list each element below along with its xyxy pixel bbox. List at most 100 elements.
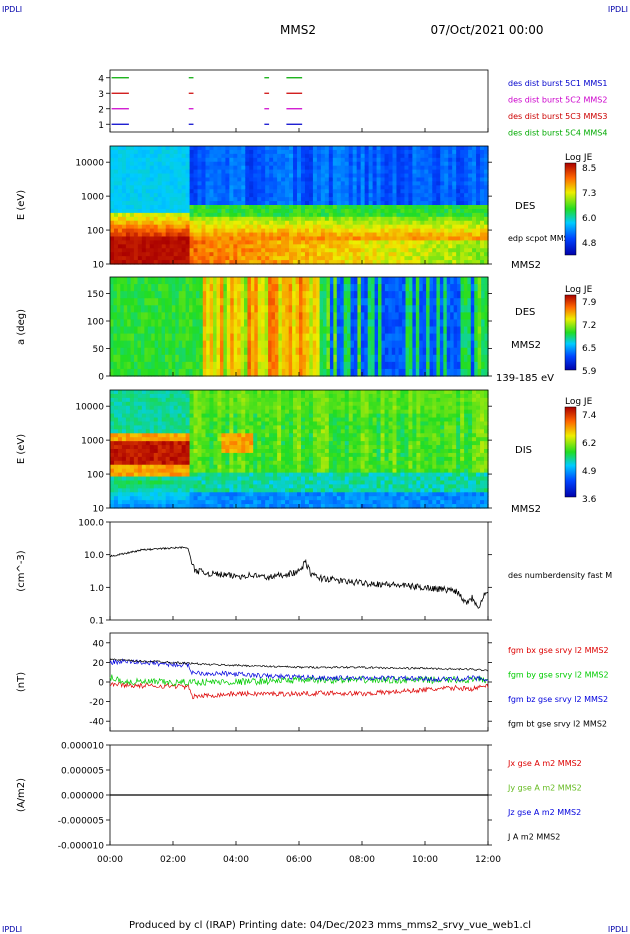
spectrogram-cell [173,177,179,182]
spectrogram-cell [428,149,433,155]
spectrogram-cell [133,165,139,171]
spectrogram-cell [304,224,310,230]
spectrogram-cell [456,208,461,214]
spectrogram-cell [113,224,119,230]
spectrogram-cell [149,157,155,163]
spectrogram-cell [261,232,266,238]
spectrogram-cell [320,189,326,194]
spectrogram-cell [428,236,433,241]
spectrogram-cell [367,291,372,299]
spectrogram-cell [324,236,330,241]
spectrogram-cell [384,260,390,265]
spectrogram-cell [113,312,118,321]
spectrogram-cell [297,149,302,155]
spectrogram-cell [145,236,151,241]
spectrogram-cell [110,319,115,328]
spectrogram-cell [452,212,457,218]
spectrogram-cell [443,361,448,370]
spectrogram-cell [293,244,298,249]
spectrogram-cell [230,277,235,285]
spectrogram-cell [312,220,318,226]
spectrogram-cell [145,397,151,403]
spectrogram-cell [273,177,278,182]
spectrogram-cell [476,252,481,257]
spectrogram-cell [456,177,461,182]
spectrogram-cell [173,405,179,411]
spectrogram-cell [153,393,159,399]
spectrogram-cell [357,298,362,306]
spectrogram-cell [164,312,170,321]
spectrogram-cell [476,201,481,206]
spectrogram-cell [295,277,300,285]
spectrogram-cell [305,319,310,328]
spectrogram-cell [225,193,230,198]
spectrogram-cell [460,368,465,377]
spectrogram-cell [173,397,179,403]
spectrogram-cell [189,291,194,299]
spectrogram-cell [257,228,262,234]
spectrogram-cell [439,305,444,313]
spectrogram-cell [332,228,338,234]
spectrogram-cell [129,484,135,489]
spectrogram-cell [201,212,207,218]
spectrogram-cell [241,212,246,218]
spectrogram-cell [309,277,314,285]
spectrogram-cell [308,256,314,261]
spectrogram-cell [265,189,270,194]
spectrogram-cell [213,212,219,218]
spectrogram-cell [343,340,348,349]
spectrogram-cell [205,236,211,241]
spectrogram-cell [348,165,354,171]
spectrogram-cell [463,312,468,321]
spectrogram-cell [297,169,302,175]
spectrogram-cell [419,333,424,342]
spectrogram-cell [165,169,171,175]
spectrogram-cell [300,193,306,198]
spectrogram-cell [444,177,449,182]
spectrogram-cell [316,326,321,335]
spectrogram-cell [408,216,413,222]
spectrogram-cell [396,201,402,206]
spectrogram-cell [428,224,433,230]
spectrogram-cell [371,298,376,306]
spectrogram-cell [257,260,262,265]
spectrogram-cell [288,326,293,335]
spectrogram-cell [195,361,200,370]
spectrogram-cell [161,216,167,222]
spectrogram-cell [481,284,486,292]
spectrogram-cell [344,189,350,194]
spectrogram-cell [432,153,437,159]
spectrogram-cell [376,216,382,222]
spectrogram-cell [329,361,334,370]
spectrogram-cell [244,347,249,356]
spectrogram-cell [446,284,451,292]
spectrogram-cell [456,232,461,238]
spectrogram-cell [328,260,334,265]
spectrogram-cell [217,146,223,151]
spectrogram-cell [424,161,429,167]
spectrogram-cell [177,232,183,238]
spectrogram-cell [320,244,326,249]
spectrogram-cell [302,347,307,356]
spectrogram-cell [274,368,279,377]
spectrogram-cell [420,189,425,194]
spectrogram-cell [117,417,123,423]
spectrogram-cell [352,146,358,151]
spectrogram-cell [304,228,310,234]
spectrogram-cell [213,291,218,299]
spectrogram-cell [308,189,314,194]
spectrogram-cell [237,354,242,363]
spectrogram-cell [312,157,318,163]
spectrogram-cell [226,284,231,292]
des-pitch-colorbar-tick: 5.9 [582,367,597,377]
spectrogram-cell [281,368,286,377]
spectrogram-cell [428,189,433,194]
spectrogram-cell [273,146,278,151]
spectrogram-cell [130,291,135,299]
spectrogram-cell [241,185,246,190]
spectrogram-cell [372,185,378,190]
spectrogram-cell [319,277,324,285]
spectrogram-cell [177,397,183,403]
spectrogram-cell [177,401,183,407]
spectrogram-cell [484,212,489,218]
